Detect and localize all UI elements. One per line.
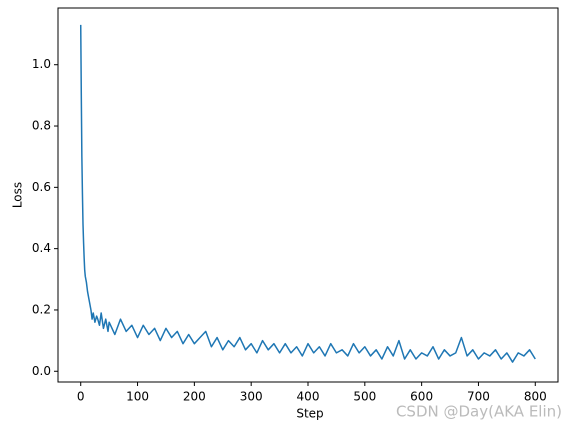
- loss-line: [79, 24, 536, 363]
- x-tick-label: 0: [77, 390, 85, 404]
- x-tick-label: 800: [524, 390, 547, 404]
- y-tick-label: 0.0: [32, 364, 51, 378]
- y-axis-label: Loss: [11, 182, 25, 208]
- x-tick-label: 700: [467, 390, 490, 404]
- x-tick-label: 400: [297, 390, 320, 404]
- x-tick-label: 500: [353, 390, 376, 404]
- y-tick-label: 0.6: [32, 180, 51, 194]
- y-tick-label: 0.8: [32, 119, 51, 133]
- y-tick-label: 1.0: [32, 57, 51, 71]
- watermark: CSDN @Day(AKA Elin): [396, 403, 562, 421]
- axes-frame: [57, 7, 559, 383]
- x-tick-label: 200: [183, 390, 206, 404]
- x-tick-label: 600: [410, 390, 433, 404]
- x-axis-label: Step: [296, 407, 323, 421]
- y-tick-label: 0.4: [32, 241, 51, 255]
- y-tick-label: 0.2: [32, 302, 51, 316]
- x-tick-label: 100: [126, 390, 149, 404]
- x-tick-label: 300: [240, 390, 263, 404]
